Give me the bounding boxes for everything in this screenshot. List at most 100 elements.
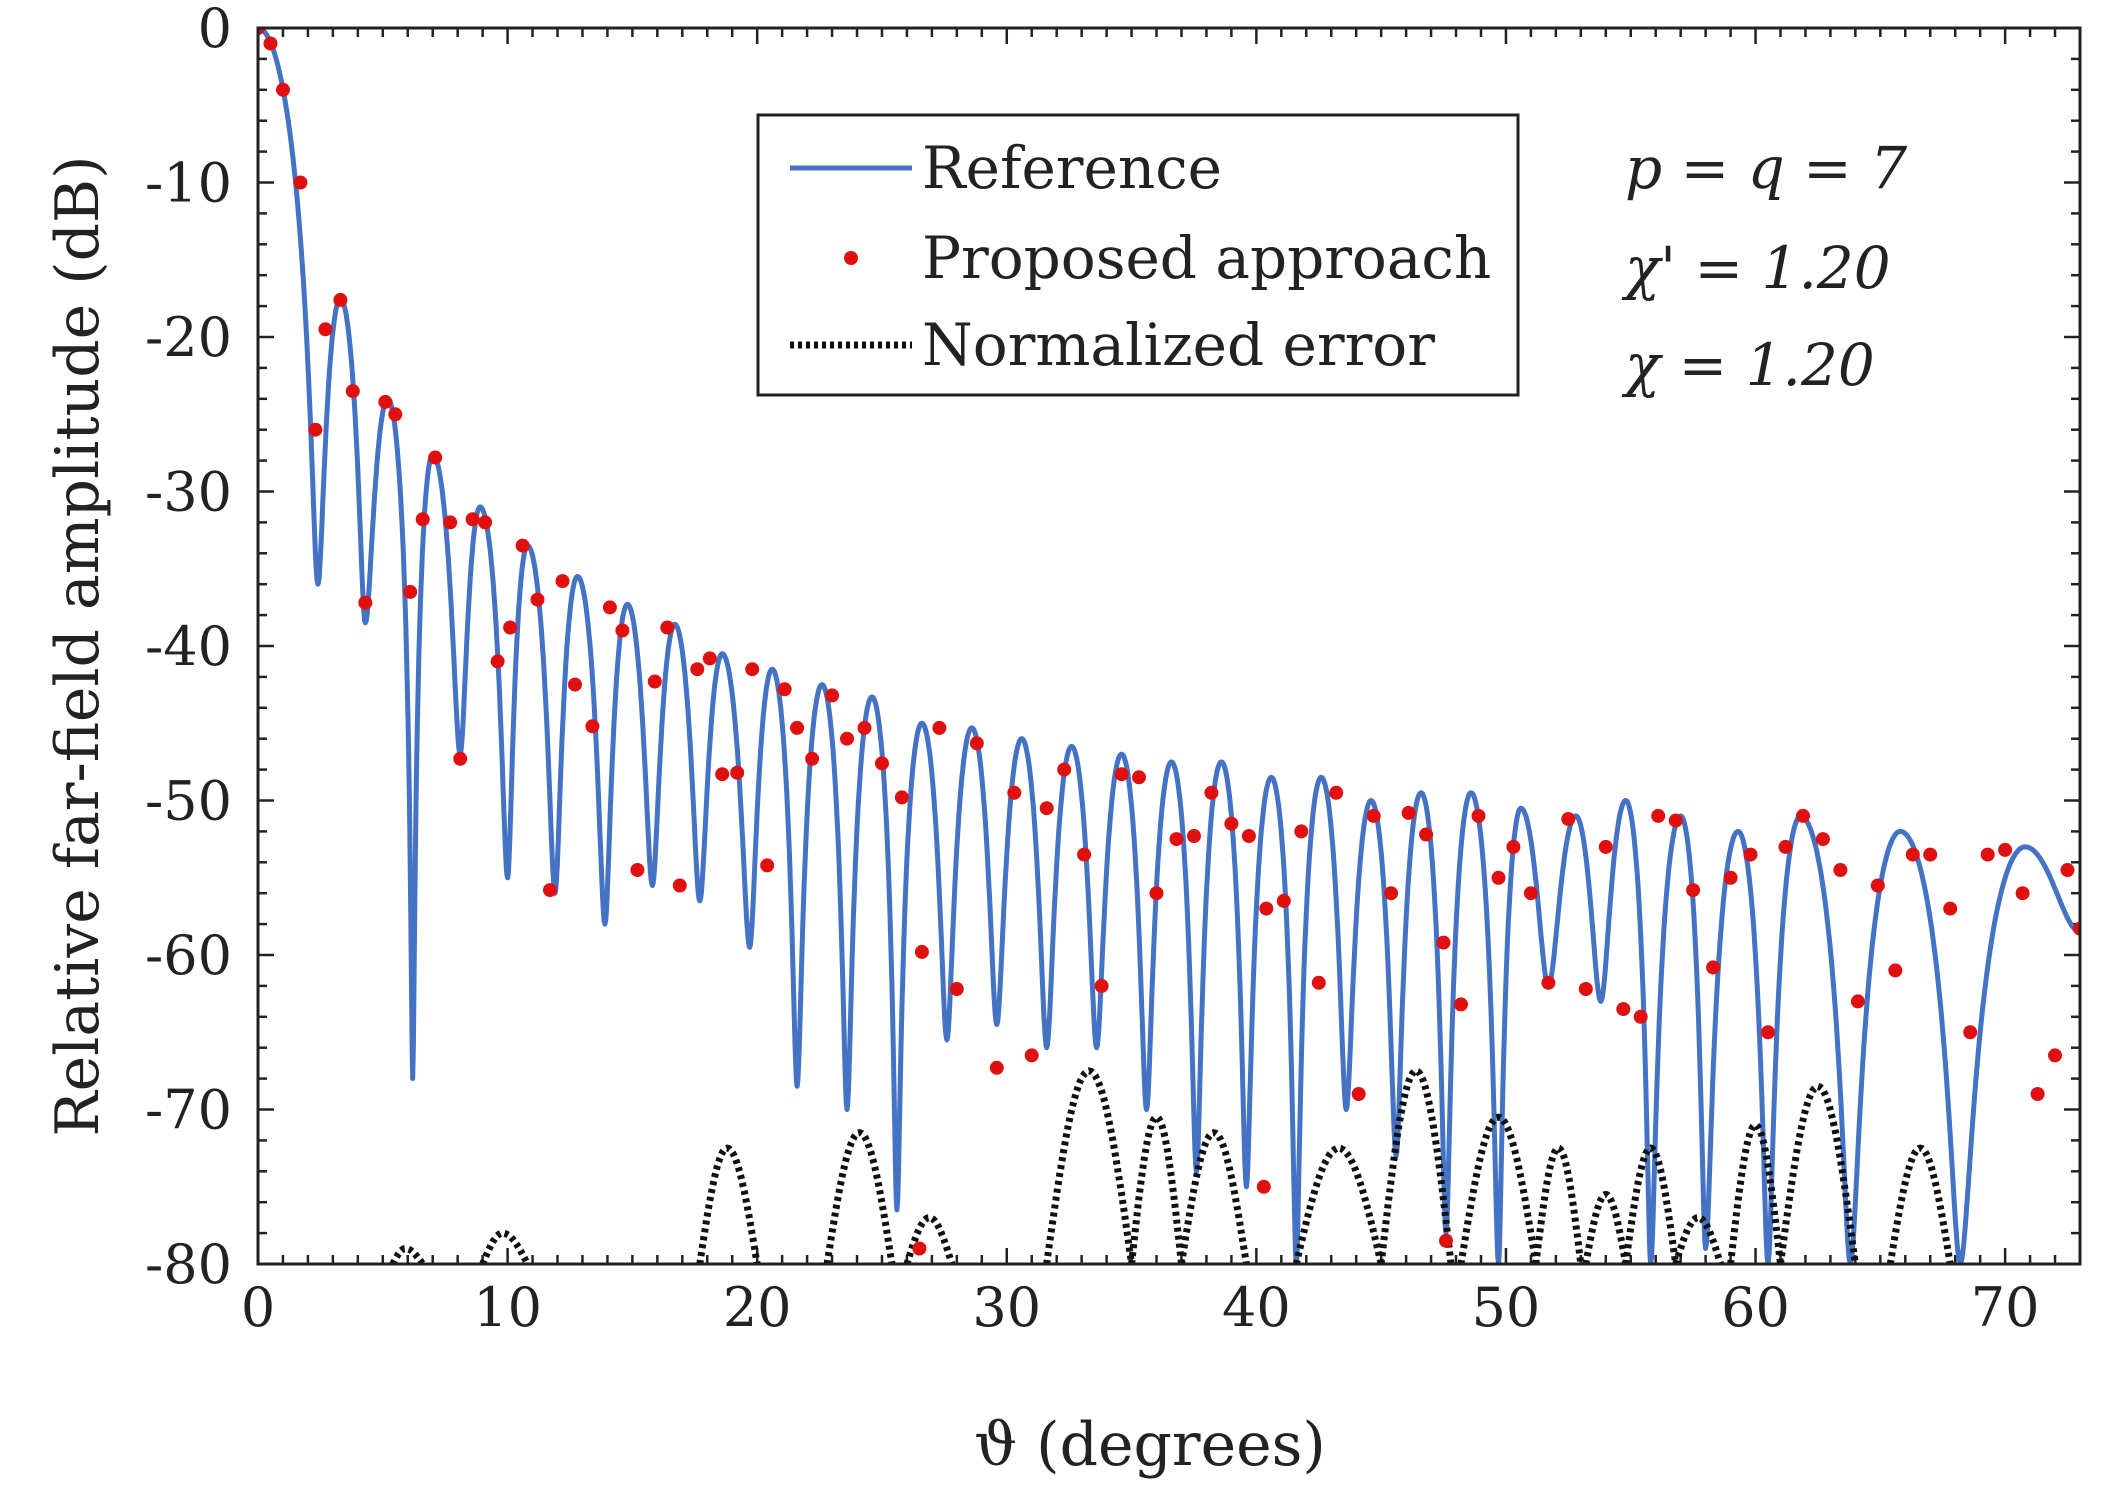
- y-tick-label: -20: [145, 306, 232, 369]
- proposed-point: [515, 538, 530, 553]
- proposed-point: [490, 654, 505, 669]
- proposed-point: [1276, 893, 1291, 908]
- proposed-point: [2015, 886, 2030, 901]
- proposed-point: [914, 944, 929, 959]
- proposed-point: [1578, 982, 1593, 996]
- proposed-point: [932, 720, 947, 735]
- proposed-point: [647, 674, 662, 689]
- proposed-point: [1541, 975, 1556, 990]
- proposed-point: [875, 756, 889, 771]
- proposed-point: [1311, 975, 1326, 990]
- proposed-point: [745, 662, 760, 677]
- proposed-point: [1905, 847, 1920, 862]
- error-lobe: [1532, 1144, 1585, 1264]
- proposed-point: [857, 720, 872, 735]
- proposed-point: [615, 623, 630, 638]
- legend-reference-label: Reference: [922, 134, 1222, 202]
- proposed-point: [1007, 785, 1022, 800]
- y-tick-label: -50: [145, 770, 232, 833]
- proposed-point: [1723, 870, 1738, 885]
- proposed-point: [805, 751, 820, 766]
- proposed-point: [660, 620, 675, 635]
- series-proposed-points: [258, 28, 2080, 1256]
- error-lobe: [903, 1214, 956, 1264]
- proposed-point: [378, 394, 393, 409]
- proposed-point: [1523, 886, 1538, 901]
- proposed-point: [308, 422, 323, 437]
- proposed-point: [453, 751, 468, 766]
- error-lobe: [1457, 1113, 1540, 1264]
- proposed-point: [690, 662, 705, 677]
- proposed-point: [949, 982, 964, 996]
- proposed-point: [672, 878, 687, 893]
- proposed-point: [1436, 935, 1451, 950]
- proposed-point: [258, 28, 265, 35]
- proposed-point: [1923, 847, 1938, 862]
- y-tick-label: 0: [198, 0, 232, 60]
- proposed-point: [1057, 762, 1072, 777]
- proposed-point: [760, 858, 775, 873]
- proposed-point: [345, 384, 360, 399]
- proposed-point: [1561, 812, 1576, 826]
- error-lobe: [1622, 1144, 1680, 1264]
- proposed-point: [1329, 785, 1344, 800]
- proposed-point: [2030, 1087, 2045, 1101]
- series-reference-line: [258, 28, 2080, 1264]
- proposed-point: [1454, 997, 1468, 1012]
- x-tick-label: 60: [1721, 1276, 1790, 1339]
- proposed-point: [825, 688, 840, 703]
- proposed-point: [1686, 883, 1701, 898]
- proposed-point: [790, 720, 805, 735]
- x-tick-label: 10: [473, 1276, 542, 1339]
- proposed-point: [912, 1241, 927, 1256]
- proposed-point: [2073, 921, 2080, 936]
- proposed-point: [555, 574, 570, 589]
- proposed-point: [263, 36, 278, 51]
- proposed-point: [1132, 770, 1146, 785]
- y-tick-label: -80: [145, 1233, 232, 1296]
- tick-labels: 0 10 20 30 40 50 60 70 0 -10 -20 -30 -40 -50 -60 -70 -80: [145, 0, 2039, 1339]
- annotation-chi: χ = 1.20: [1621, 331, 1875, 399]
- proposed-point: [1743, 847, 1758, 862]
- proposed-point: [715, 767, 730, 782]
- legend-box: [756, 113, 1520, 397]
- proposed-point: [1616, 1002, 1631, 1017]
- proposed-point: [1796, 808, 1810, 823]
- proposed-point: [478, 515, 493, 530]
- proposed-point: [318, 322, 333, 337]
- proposed-point: [1833, 863, 1848, 877]
- plot-frame: [256, 26, 2082, 1266]
- annotations: p = q = 7 χ' = 1.20 χ = 1.20: [1621, 134, 1907, 399]
- series-error-lines: [389, 1067, 1954, 1264]
- error-lobe: [1178, 1129, 1250, 1264]
- proposed-point: [602, 600, 617, 615]
- proposed-point: [2060, 863, 2075, 877]
- proposed-point: [1706, 960, 1721, 975]
- proposed-point: [1024, 1048, 1039, 1063]
- proposed-point: [1815, 832, 1830, 847]
- series-layer: [258, 28, 2080, 1264]
- proposed-point: [1077, 847, 1092, 862]
- y-tick-label: -30: [145, 461, 232, 524]
- proposed-point: [702, 651, 717, 666]
- error-lobe: [1672, 1214, 1724, 1264]
- proposed-point: [1943, 901, 1958, 916]
- proposed-point: [1351, 1087, 1366, 1101]
- error-lobe: [1043, 1067, 1136, 1264]
- proposed-point: [1850, 994, 1865, 1009]
- x-tick-label: 0: [241, 1276, 275, 1339]
- y-tick-label: -10: [145, 152, 232, 215]
- x-tick-label: 50: [1472, 1276, 1541, 1339]
- proposed-point: [2048, 1048, 2062, 1063]
- legend-proposed-label: Proposed approach: [922, 224, 1491, 292]
- x-tick-label: 30: [972, 1276, 1041, 1339]
- proposed-point: [1651, 808, 1666, 823]
- proposed-point: [730, 765, 745, 780]
- legend-proposed-swatch: [844, 251, 858, 265]
- y-tick-label: -60: [145, 924, 232, 987]
- proposed-point: [428, 450, 443, 465]
- proposed-point: [465, 512, 480, 527]
- proposed-point: [1224, 816, 1239, 831]
- error-lobe: [1777, 1082, 1859, 1264]
